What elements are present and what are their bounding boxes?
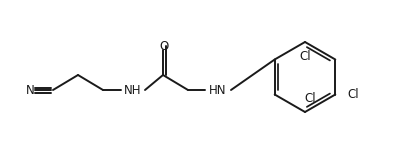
Text: HN: HN bbox=[209, 83, 227, 97]
Text: Cl: Cl bbox=[347, 88, 359, 101]
Text: N: N bbox=[25, 83, 34, 97]
Text: NH: NH bbox=[124, 83, 142, 97]
Text: Cl: Cl bbox=[299, 49, 311, 63]
Text: Cl: Cl bbox=[304, 91, 316, 105]
Text: O: O bbox=[159, 39, 169, 53]
